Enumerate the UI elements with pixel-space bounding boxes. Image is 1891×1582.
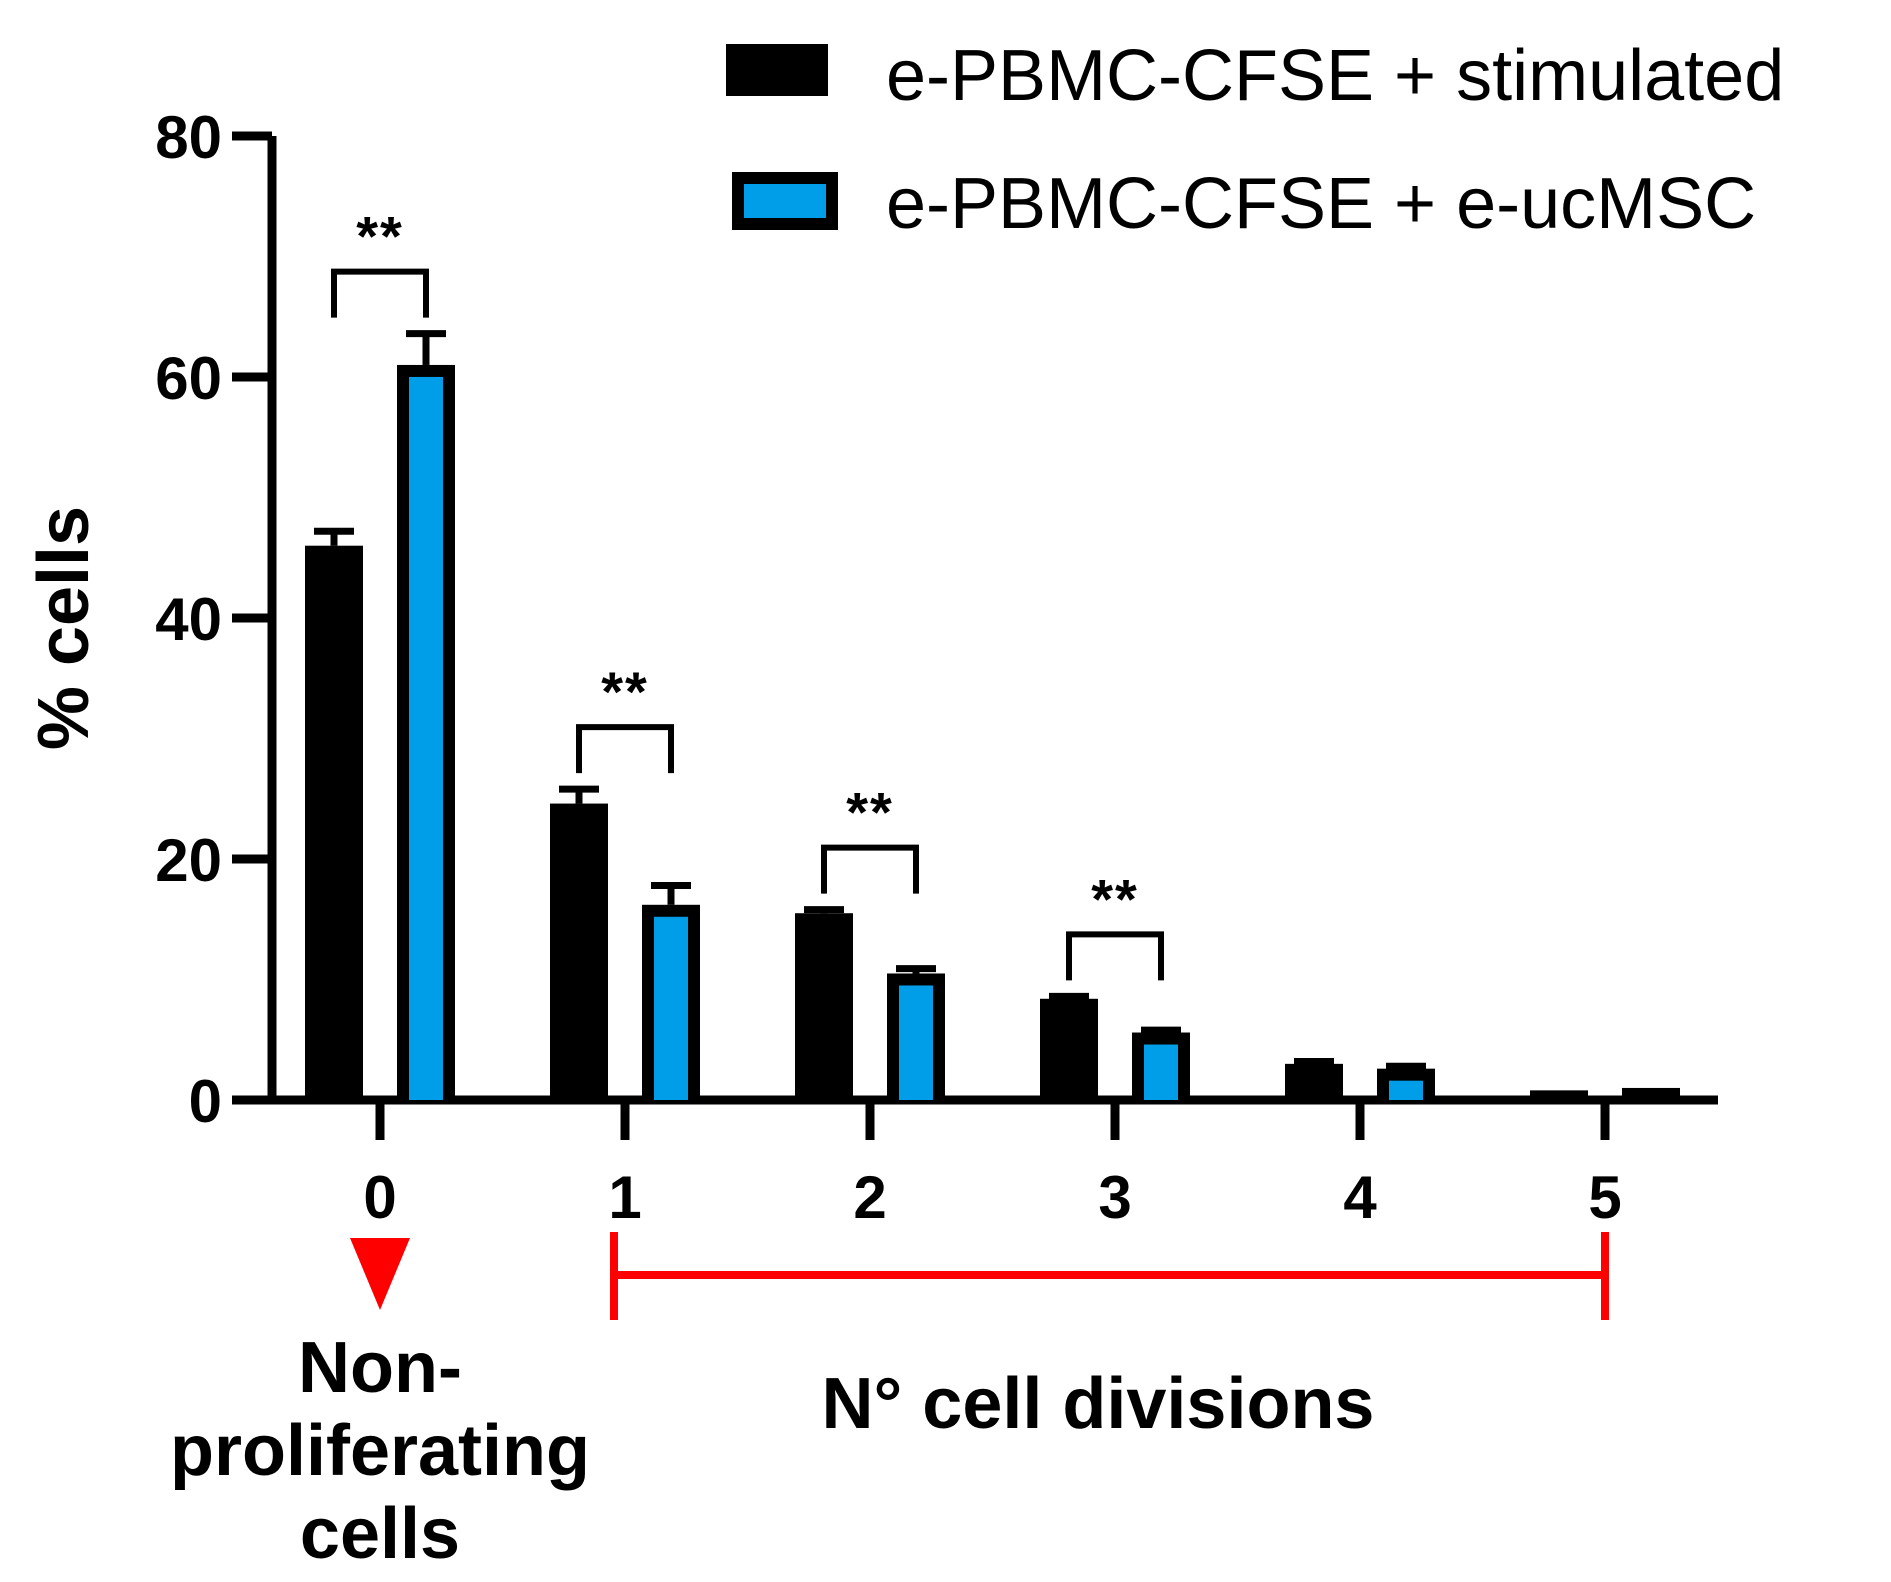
axes xyxy=(267,136,1718,1105)
bar-ucmsc-3-fill xyxy=(1144,1044,1178,1100)
division-range-bracket xyxy=(610,1232,1609,1320)
bar-ucmsc-5 xyxy=(1622,1087,1680,1100)
legend-label-stimulated: e-PBMC-CFSE + stimulated xyxy=(886,36,1784,116)
significance-bracket xyxy=(821,844,919,894)
x-tick-label: 4 xyxy=(1343,1164,1377,1231)
bar-stimulated-0 xyxy=(305,545,363,1100)
bar-stimulated-5 xyxy=(1530,1090,1588,1100)
non-proliferating-line-2: proliferating xyxy=(170,1411,590,1491)
legend-swatch-stimulated xyxy=(726,44,828,96)
y-tick-label: 80 xyxy=(155,104,222,171)
legend-swatch-ucmsc xyxy=(732,172,838,230)
x-tick-label: 5 xyxy=(1588,1164,1621,1231)
significance-bracket xyxy=(1066,931,1164,981)
bar-ucmsc-2-fill xyxy=(899,985,933,1100)
legend-label-ucmsc: e-PBMC-CFSE + e-ucMSC xyxy=(886,164,1756,244)
annotation-group: N° cell divisions Non- proliferating cel… xyxy=(170,1232,1609,1574)
x-tick-label: 0 xyxy=(363,1164,396,1231)
y-tick-label: 40 xyxy=(155,586,222,653)
y-tick-label: 20 xyxy=(155,827,222,894)
significance-brackets: ** ** ** ** xyxy=(331,205,1164,981)
x-axis-title: N° cell divisions xyxy=(822,1364,1375,1444)
x-tick-label: 3 xyxy=(1098,1164,1131,1231)
significance-label: ** xyxy=(356,205,404,268)
y-axis-title: % cells xyxy=(24,506,104,750)
bar-stimulated-2 xyxy=(795,913,853,1100)
y-ticks: 0 20 40 60 80 xyxy=(155,104,272,1135)
legend: e-PBMC-CFSE + stimulated e-PBMC-CFSE + e… xyxy=(726,36,1784,244)
significance-bracket xyxy=(331,268,429,318)
significance-label: ** xyxy=(1091,867,1139,930)
bar-stimulated-4 xyxy=(1285,1063,1343,1100)
bar-stimulated-3 xyxy=(1040,998,1098,1100)
bar-ucmsc-1-fill xyxy=(654,916,688,1100)
x-tick-label: 1 xyxy=(608,1164,641,1231)
bar-stimulated-1 xyxy=(550,803,608,1100)
significance-label: ** xyxy=(846,781,894,844)
non-proliferating-line-1: Non- xyxy=(298,1328,462,1408)
red-arrow-down-icon xyxy=(350,1238,410,1310)
bars xyxy=(305,330,1680,1100)
significance-label: ** xyxy=(601,660,649,723)
x-ticks: 0 1 2 3 4 5 xyxy=(363,1100,1622,1231)
significance-bracket xyxy=(576,724,674,774)
non-proliferating-line-3: cells xyxy=(300,1494,460,1574)
y-tick-label: 0 xyxy=(189,1068,222,1135)
bar-ucmsc-4-fill xyxy=(1389,1080,1423,1100)
y-tick-label: 60 xyxy=(155,345,222,412)
bar-ucmsc-0-fill xyxy=(409,376,443,1100)
x-tick-label: 2 xyxy=(853,1164,886,1231)
